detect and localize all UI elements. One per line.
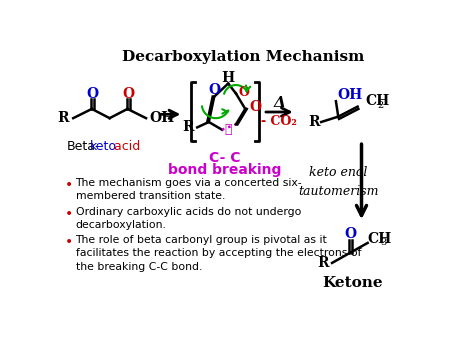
Text: H: H (222, 71, 235, 85)
Text: OH: OH (149, 111, 174, 125)
Text: Δ: Δ (273, 96, 285, 110)
Text: 2: 2 (378, 100, 384, 109)
Text: R: R (308, 115, 319, 129)
Text: - CO₂: - CO₂ (262, 115, 297, 128)
Text: CH: CH (368, 232, 392, 246)
Text: The mechanism goes via a concerted six-
membered transition state.: The mechanism goes via a concerted six- … (75, 178, 302, 201)
Text: Ordinary carboxylic acids do not undergo
decarboxylation.: Ordinary carboxylic acids do not undergo… (75, 207, 301, 230)
Text: O: O (249, 100, 261, 114)
Text: bond breaking: bond breaking (168, 163, 282, 177)
Text: ⥃: ⥃ (225, 123, 232, 136)
Text: keto enol
tautomerism: keto enol tautomerism (298, 166, 379, 198)
Text: R: R (182, 120, 194, 134)
Text: 3: 3 (380, 238, 386, 247)
Text: Decarboxylation Mechanism: Decarboxylation Mechanism (122, 50, 364, 64)
Text: OH: OH (337, 88, 363, 102)
Text: O: O (122, 86, 134, 100)
Text: R: R (57, 111, 69, 125)
Text: acid: acid (109, 140, 140, 153)
Text: C- C: C- C (210, 151, 241, 165)
Text: Ketone: Ketone (322, 276, 383, 290)
Text: •: • (65, 207, 73, 221)
Text: Beta-: Beta- (67, 140, 100, 153)
Text: R: R (318, 256, 329, 270)
Text: CH: CH (365, 94, 390, 108)
Text: •: • (65, 178, 73, 192)
Text: keto: keto (90, 140, 117, 153)
Text: O: O (345, 227, 357, 241)
Text: •: • (65, 235, 73, 249)
Text: The role of beta carbonyl group is pivotal as it
facilitates the reaction by acc: The role of beta carbonyl group is pivot… (75, 235, 361, 272)
Text: O: O (208, 83, 220, 97)
Text: O: O (238, 86, 249, 99)
Text: O: O (87, 86, 99, 100)
